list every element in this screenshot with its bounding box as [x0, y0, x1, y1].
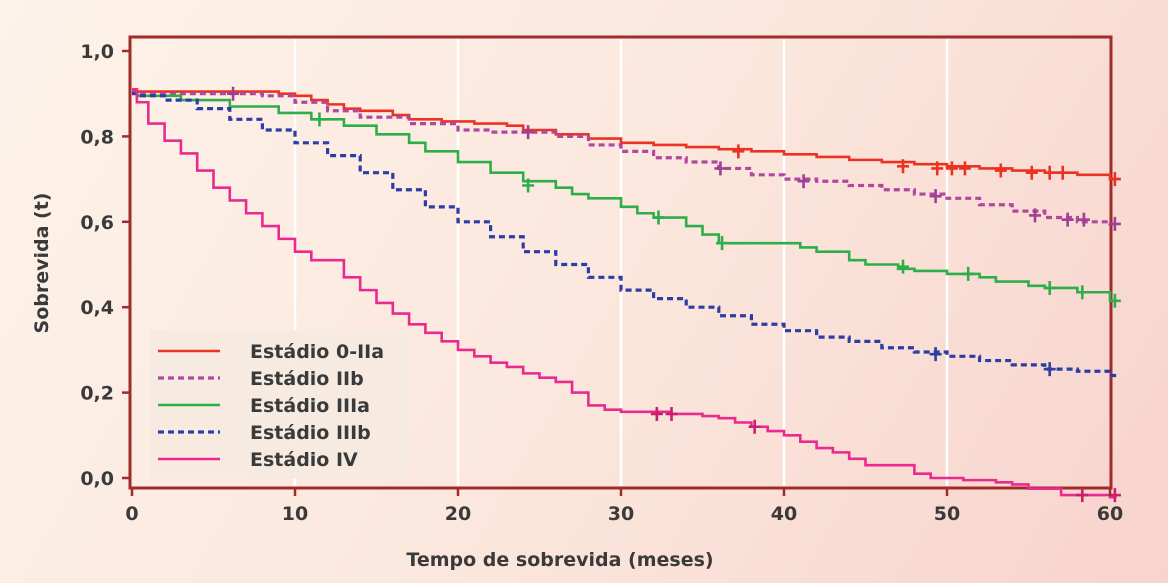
censor-mark-1-5 — [1029, 208, 1042, 223]
series-line-1 — [132, 89, 1117, 226]
censor-mark-3-1 — [1043, 362, 1056, 377]
censor-mark-4-0 — [650, 406, 663, 421]
y-axis-title: Sobrevida (t) — [31, 193, 53, 334]
x-tick-label-1: 10 — [282, 503, 308, 525]
x-tick-label-0: 0 — [125, 503, 138, 525]
censor-mark-2-5 — [962, 266, 975, 281]
censor-mark-0-2 — [931, 161, 944, 176]
x-tick-label-4: 40 — [771, 503, 797, 525]
legend-label-2: Estádio IIIa — [250, 395, 370, 417]
x-tick-label-3: 30 — [608, 503, 634, 525]
censor-mark-0-3 — [945, 161, 958, 176]
censor-mark-4-1 — [665, 406, 678, 421]
censor-mark-1-1 — [522, 125, 535, 140]
censor-mark-0-4 — [958, 161, 971, 176]
x-tick-label-6: 60 — [1097, 503, 1123, 525]
y-tick-label-0: 0,0 — [80, 468, 114, 490]
y-tick-label-1: 0,2 — [80, 383, 114, 405]
legend-label-4: Estádio IV — [250, 449, 358, 471]
censor-mark-1-8 — [1108, 216, 1121, 231]
censor-mark-1-0 — [227, 86, 240, 101]
legend-label-3: Estádio IIIb — [250, 422, 371, 444]
censor-mark-0-1 — [896, 159, 909, 174]
x-axis-title: Tempo de sobrevida (meses) — [406, 549, 713, 571]
censor-mark-2-4 — [896, 259, 909, 274]
series-line-0 — [132, 88, 1117, 181]
censor-mark-4-3 — [1076, 488, 1089, 503]
censor-mark-0-9 — [1108, 172, 1121, 187]
censor-mark-1-2 — [714, 161, 727, 176]
censor-mark-2-3 — [716, 236, 729, 251]
y-tick-label-5: 1,0 — [80, 41, 114, 63]
censor-mark-2-2 — [652, 210, 665, 225]
series-line-3 — [132, 92, 1117, 378]
censor-mark-1-4 — [929, 189, 942, 204]
censor-mark-2-0 — [313, 112, 326, 127]
censor-mark-2-1 — [522, 178, 535, 193]
censor-mark-0-8 — [1056, 165, 1069, 180]
censor-mark-2-6 — [1043, 280, 1056, 295]
censor-mark-1-6 — [1061, 212, 1074, 227]
axes: 0 10 20 30 40 50 60 0,0 0,2 0,4 0,6 0,8 1,0 — [80, 41, 1123, 525]
x-tick-label-5: 50 — [934, 503, 960, 525]
y-tick-label-2: 0,4 — [80, 297, 114, 319]
censor-mark-0-0 — [732, 144, 745, 159]
y-tick-label-4: 0,8 — [80, 126, 114, 148]
legend: Estádio 0-IIa Estádio IIb Estádio IIIa Está… — [150, 330, 410, 479]
legend-label-1: Estádio IIb — [250, 368, 364, 390]
censor-mark-2-8 — [1108, 293, 1121, 308]
x-tick-label-2: 20 — [445, 503, 471, 525]
censor-mark-0-7 — [1043, 165, 1056, 180]
y-tick-label-3: 0,6 — [80, 212, 114, 234]
series-line-2 — [132, 92, 1117, 303]
censor-mark-2-7 — [1076, 285, 1089, 300]
censor-mark-4-2 — [748, 419, 761, 434]
censor-mark-3-0 — [929, 347, 942, 362]
censor-mark-0-5 — [994, 163, 1007, 178]
legend-label-0: Estádio 0-IIa — [250, 341, 384, 363]
series-layer — [132, 86, 1121, 503]
censor-mark-0-6 — [1025, 165, 1038, 180]
series-line-4 — [132, 88, 1117, 499]
censor-mark-1-3 — [797, 174, 810, 189]
censor-mark-1-7 — [1077, 212, 1090, 227]
